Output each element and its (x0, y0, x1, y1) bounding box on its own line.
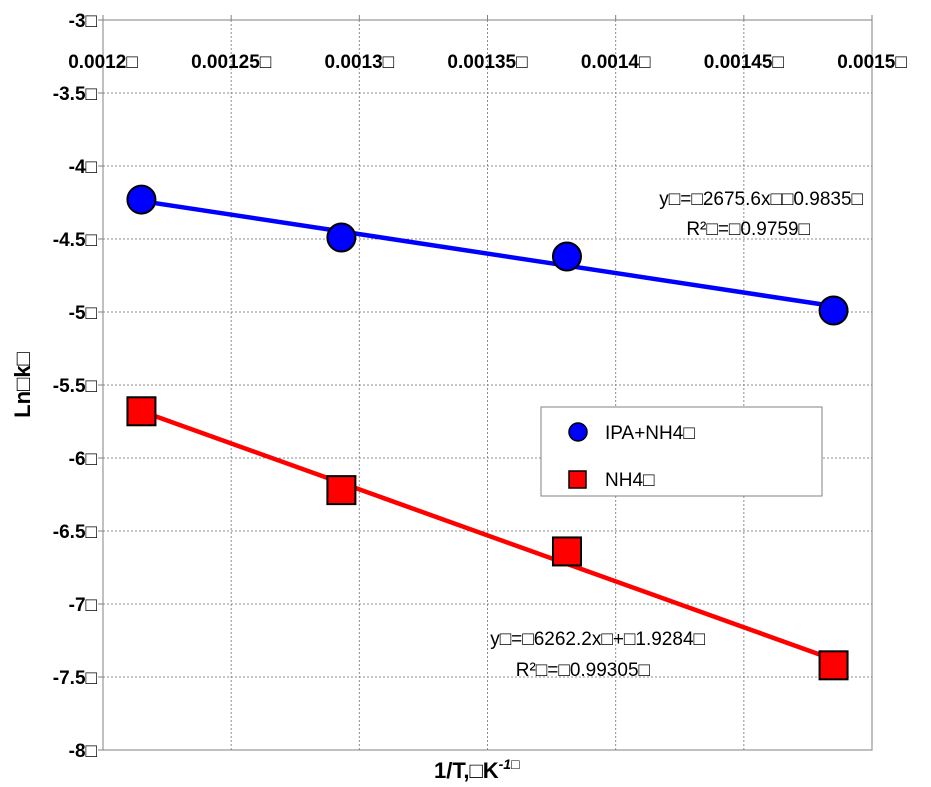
x-axis-title: 1/T,□K-1□ (434, 756, 520, 783)
y-tick-label: -7□ (69, 595, 98, 616)
y-tick-label: -8□ (69, 741, 98, 762)
y-tick-label: -5.5□ (53, 376, 98, 397)
legend-marker-nh4 (568, 470, 587, 489)
trendline-equations: y□=□2675.6x□□0.9835□ R²□=□0.9759□ y□=□6262… (490, 189, 863, 681)
x-tick-label: 0.0015□ (837, 52, 907, 73)
r-squared-ipa-nh4: R²□=□0.9759□ (686, 219, 810, 240)
x-tick-label: 0.0012□ (68, 52, 138, 73)
x-tick-label: 0.00135□ (447, 52, 528, 73)
x-tick-label: 0.0014□ (581, 52, 651, 73)
y-tick-label: -5□ (69, 303, 98, 324)
data-point-nh4 (126, 396, 157, 427)
trendline-equation-nh4: y□=□6262.2x□+□1.9284□ (490, 629, 705, 650)
data-point-ipa-nh4 (551, 241, 582, 272)
x-tick-label: 0.0013□ (325, 52, 395, 73)
y-axis-title: Ln□k□ (10, 352, 35, 418)
data-point-ipa-nh4 (326, 222, 357, 253)
data-point-ipa-nh4 (126, 184, 157, 215)
data-point-ipa-nh4 (818, 295, 849, 326)
y-tick-label: -3.5□ (53, 84, 98, 105)
trendline-nh4 (140, 409, 835, 662)
trendline-ipa-nh4 (141, 198, 834, 309)
y-tick-label: -6.5□ (53, 522, 98, 543)
y-tick-label: -4.5□ (53, 230, 98, 251)
y-tick-label: -7.5□ (53, 668, 98, 689)
data-point-nh4 (326, 475, 357, 506)
legend-box (540, 406, 823, 497)
data-point-nh4 (818, 650, 849, 681)
y-tick-label: -6□ (69, 449, 98, 470)
legend-label-nh4: NH4□ (605, 470, 655, 491)
r-squared-nh4: R²□=□0.99305□ (516, 660, 651, 681)
y-axis-ticks: -3□ -3.5□ -4□ -4.5□ -5□ -5.5□ -6□ -6.5□ -7□ -7.5□… (53, 11, 103, 762)
y-tick-label: -3□ (69, 11, 98, 32)
grid (102, 19, 873, 751)
y-tick-label: -4□ (69, 157, 98, 178)
data-point-nh4 (551, 536, 582, 567)
legend-label-ipa-nh4: IPA+NH4□ (605, 423, 695, 444)
x-axis-ticks: 0.0012□ 0.00125□ 0.0013□ 0.00135□ 0.0014□ 0.0… (68, 15, 907, 73)
x-tick-label: 0.00125□ (191, 52, 272, 73)
legend-marker-ipa-nh4 (568, 422, 588, 442)
x-tick-label: 0.00145□ (704, 52, 785, 73)
series-group (126, 184, 849, 681)
trendline-equation-ipa-nh4: y□=□2675.6x□□0.9835□ (659, 189, 863, 210)
legend: IPA+NH4□ NH4□ (540, 406, 823, 497)
